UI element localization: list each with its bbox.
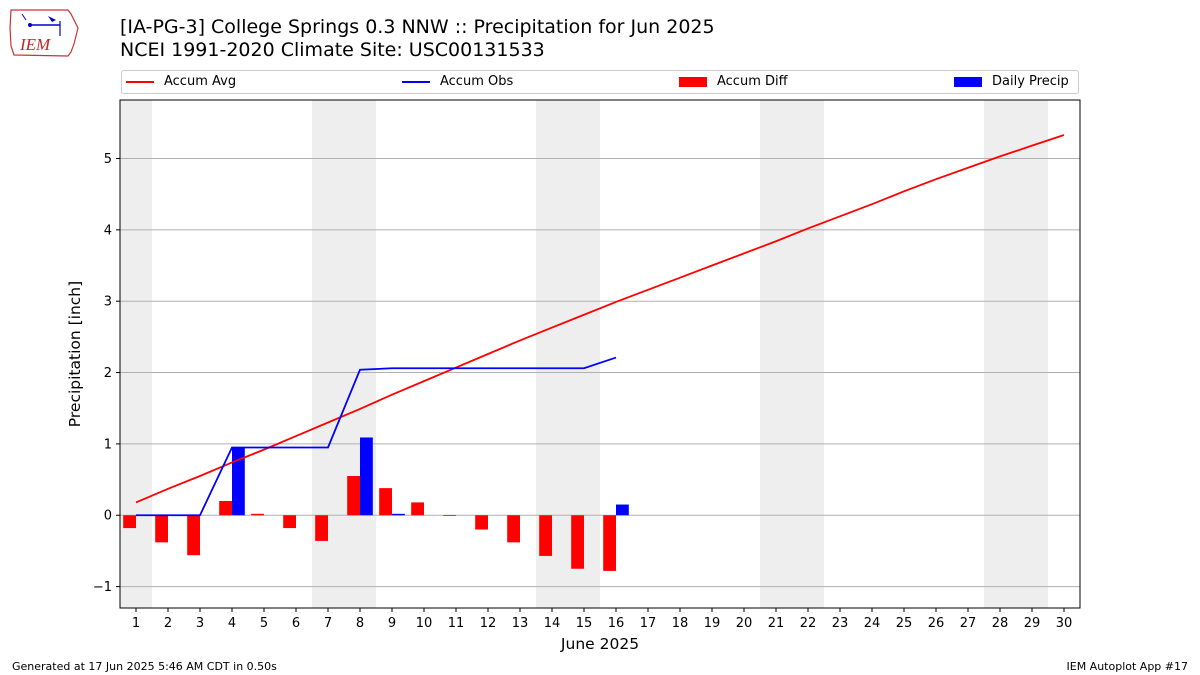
footer-app: IEM Autoplot App #17: [1066, 660, 1189, 673]
x-tick-label-17: 17: [640, 616, 657, 631]
logo-text: IEM: [19, 35, 51, 54]
bar-accum-diff-day-13: [507, 515, 520, 543]
chart-title: [IA-PG-3] College Springs 0.3 NNW :: Pre…: [120, 16, 715, 38]
x-tick-label-9: 9: [388, 616, 396, 631]
bar-accum-diff-day-15: [571, 515, 584, 569]
chart-subtitle: NCEI 1991-2020 Climate Site: USC00131533: [120, 39, 545, 61]
y-tick-label-1: 1: [104, 437, 112, 452]
x-tick-label-11: 11: [448, 616, 465, 631]
legend-item-accum-avg: Accum Avg: [126, 74, 236, 89]
x-tick-label-18: 18: [672, 616, 689, 631]
bar-daily-precip-day-16: [616, 504, 629, 516]
weekend-band-3: [760, 100, 824, 608]
legend-swatch-accum-diff: [679, 76, 707, 87]
y-tick-label-3: 3: [104, 295, 112, 310]
bar-accum-diff-day-7: [315, 515, 328, 541]
x-tick-label-28: 28: [992, 616, 1009, 631]
legend-label-accum-obs: Accum Obs: [440, 74, 514, 89]
legend-swatch-daily-precip: [954, 76, 982, 87]
x-axis-label: June 2025: [560, 635, 639, 653]
x-tick-label-10: 10: [416, 616, 433, 631]
x-tick-label-21: 21: [768, 616, 785, 631]
x-tick-label-20: 20: [736, 616, 753, 631]
x-tick-label-13: 13: [512, 616, 529, 631]
x-tick-label-27: 27: [960, 616, 977, 631]
y-tick-label-2: 2: [104, 366, 112, 381]
footer-generated: Generated at 17 Jun 2025 5:46 AM CDT in …: [12, 660, 277, 673]
bar-accum-diff-day-16: [603, 515, 616, 571]
legend: Accum Avg Accum Obs Accum Diff Daily Pre…: [121, 70, 1079, 94]
bar-accum-diff-day-2: [155, 515, 168, 543]
x-tick-label-14: 14: [544, 616, 561, 631]
bar-accum-diff-day-6: [283, 515, 296, 529]
legend-label-accum-avg: Accum Avg: [164, 74, 237, 89]
bar-accum-diff-day-5: [251, 513, 264, 516]
x-tick-label-6: 6: [292, 616, 300, 631]
bar-accum-diff-day-3: [187, 515, 200, 556]
y-tick-label-0: 0: [104, 509, 112, 524]
y-axis-label: Precipitation [inch]: [66, 281, 84, 427]
x-tick-label-22: 22: [800, 616, 817, 631]
line-accum-obs: [136, 356, 617, 517]
bar-daily-precip-day-4: [232, 447, 245, 516]
bar-accum-diff-day-12: [475, 515, 488, 530]
x-tick-label-26: 26: [928, 616, 945, 631]
x-tick-label-5: 5: [260, 616, 268, 631]
legend-swatch-accum-avg: [126, 80, 154, 83]
weekend-band-0: [120, 100, 152, 608]
iem-logo: IEM: [9, 9, 79, 57]
bar-daily-precip-day-9: [392, 513, 405, 516]
x-tick-label-23: 23: [832, 616, 849, 631]
legend-swatch-accum-obs: [402, 80, 430, 83]
bar-accum-diff-day-8: [347, 476, 360, 516]
bar-accum-diff-day-9: [379, 488, 392, 516]
y-tick-label--1: −1: [93, 580, 112, 595]
y-tick-label-4: 4: [104, 223, 112, 238]
legend-label-accum-diff: Accum Diff: [717, 74, 788, 89]
line-accum-avg: [135, 134, 1065, 504]
x-tick-label-1: 1: [132, 616, 140, 631]
x-tick-label-29: 29: [1024, 616, 1041, 631]
plot-frame: [119, 99, 1081, 609]
x-tick-label-30: 30: [1056, 616, 1073, 631]
bar-accum-diff-day-4: [219, 500, 232, 516]
x-tick-label-8: 8: [356, 616, 364, 631]
bar-accum-diff-day-14: [539, 515, 552, 556]
x-tick-label-12: 12: [480, 616, 497, 631]
x-tick-label-4: 4: [228, 616, 236, 631]
x-tick-label-24: 24: [864, 616, 881, 631]
legend-item-accum-obs: Accum Obs: [402, 74, 513, 89]
weekend-band-4: [984, 100, 1048, 608]
x-tick-label-15: 15: [576, 616, 593, 631]
y-tick-label-5: 5: [104, 152, 112, 167]
x-tick-label-2: 2: [164, 616, 172, 631]
legend-label-daily-precip: Daily Precip: [992, 74, 1069, 89]
bar-daily-precip-day-8: [360, 437, 373, 516]
legend-item-daily-precip: Daily Precip: [954, 74, 1069, 89]
bar-accum-diff-day-11: [443, 515, 456, 516]
bar-accum-diff-day-1: [123, 515, 136, 529]
x-tick-label-16: 16: [608, 616, 625, 631]
legend-item-accum-diff: Accum Diff: [679, 74, 788, 89]
x-tick-label-25: 25: [896, 616, 913, 631]
bar-accum-diff-day-10: [411, 502, 424, 516]
x-tick-label-19: 19: [704, 616, 721, 631]
x-tick-label-3: 3: [196, 616, 204, 631]
x-tick-label-7: 7: [324, 616, 332, 631]
